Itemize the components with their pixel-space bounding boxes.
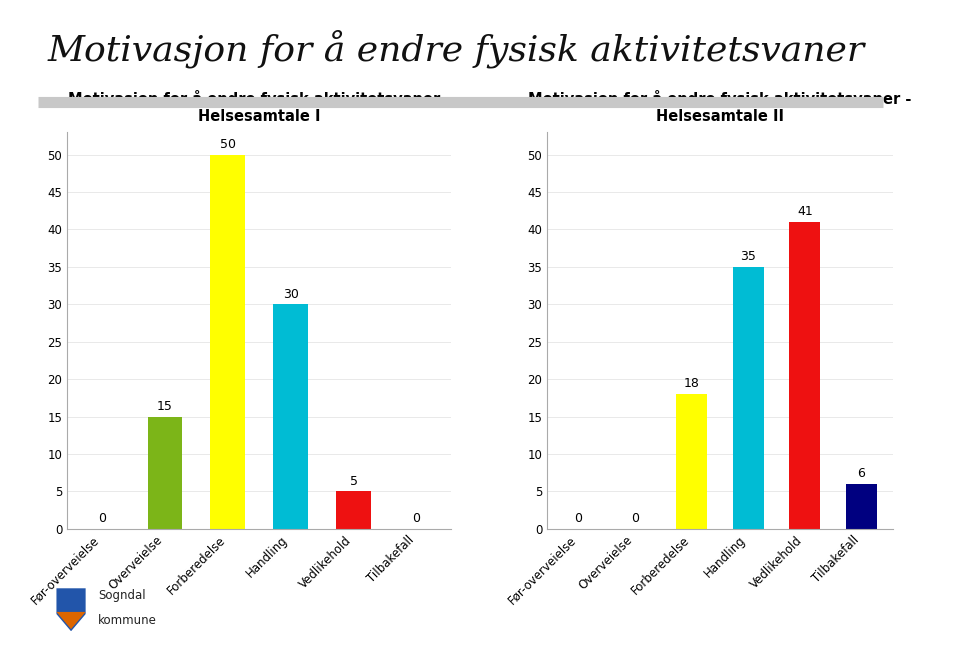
Text: Sogndal: Sogndal: [98, 588, 146, 602]
Text: 0: 0: [574, 512, 583, 525]
Text: Motivasjon for å endre fysisk aktivitetsvaner: Motivasjon for å endre fysisk aktivitets…: [48, 30, 865, 68]
Legend: Før-overveielse, Overveielse, Forberedelse, Handling, Vedlikehold, Tilbakefall: Før-overveielse, Overveielse, Forberedel…: [571, 137, 684, 237]
Text: 41: 41: [797, 206, 813, 218]
Text: 30: 30: [282, 288, 299, 301]
Text: 35: 35: [740, 250, 756, 263]
Bar: [274, 304, 308, 529]
Title: Motivasjon for å endre fysisk aktivitetsvaner -
Helsesamtale II: Motivasjon for å endre fysisk aktivitets…: [528, 90, 912, 124]
Bar: [789, 222, 821, 529]
Bar: [148, 416, 182, 529]
Polygon shape: [57, 612, 85, 629]
Text: 18: 18: [684, 377, 700, 391]
Bar: [336, 491, 371, 529]
Bar: [732, 267, 764, 529]
Bar: [210, 155, 245, 529]
Text: 5: 5: [349, 475, 357, 488]
Title: Motivasjon for å endre fysisk aktivitetsvaner -
Helsesamtale I: Motivasjon for å endre fysisk aktivitets…: [67, 90, 451, 124]
Bar: [676, 394, 708, 529]
Text: 0: 0: [98, 512, 106, 525]
Text: 0: 0: [413, 512, 420, 525]
Text: 50: 50: [220, 138, 236, 151]
Text: kommune: kommune: [98, 613, 156, 627]
Polygon shape: [57, 588, 85, 631]
Text: 0: 0: [631, 512, 639, 525]
Bar: [846, 484, 877, 529]
Text: 15: 15: [156, 400, 173, 413]
Text: 6: 6: [857, 467, 866, 480]
